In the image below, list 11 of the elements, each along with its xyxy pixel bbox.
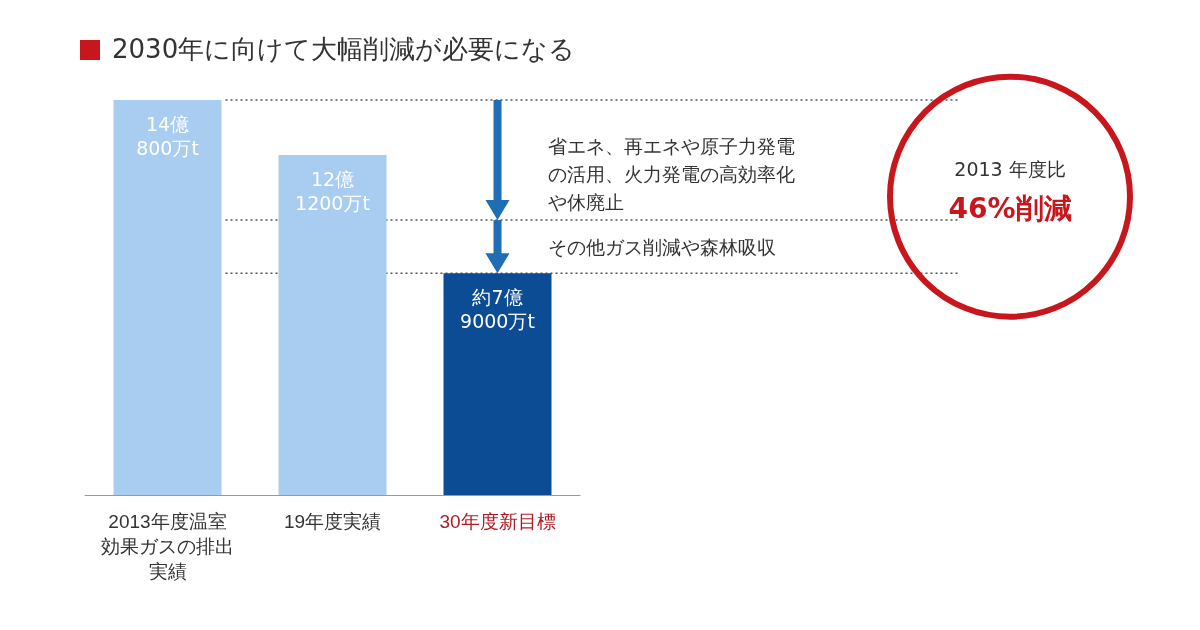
chart-title: 2030年に向けて大幅削減が必要になる: [112, 33, 576, 66]
x-tick-label: 2013年度温室効果ガスの排出実績: [101, 511, 234, 582]
data-label: 12億 1200万t: [295, 167, 370, 214]
x-tick-label: 19年度実績: [283, 511, 382, 532]
text: 46%削減: [947, 190, 1073, 227]
x-tick-label: 30年度新目標: [439, 511, 556, 532]
data-label: 14億 800万t: [136, 113, 199, 159]
data-label: 約7億 9000万t: [460, 286, 535, 333]
text: 2013 年度比: [953, 156, 1067, 182]
annotation: 省エネ、再エネや原子力発電の活用、火力発電の高効率化や休廃止: [547, 134, 796, 215]
annotation: その他ガス削減や森林吸収: [547, 234, 776, 260]
